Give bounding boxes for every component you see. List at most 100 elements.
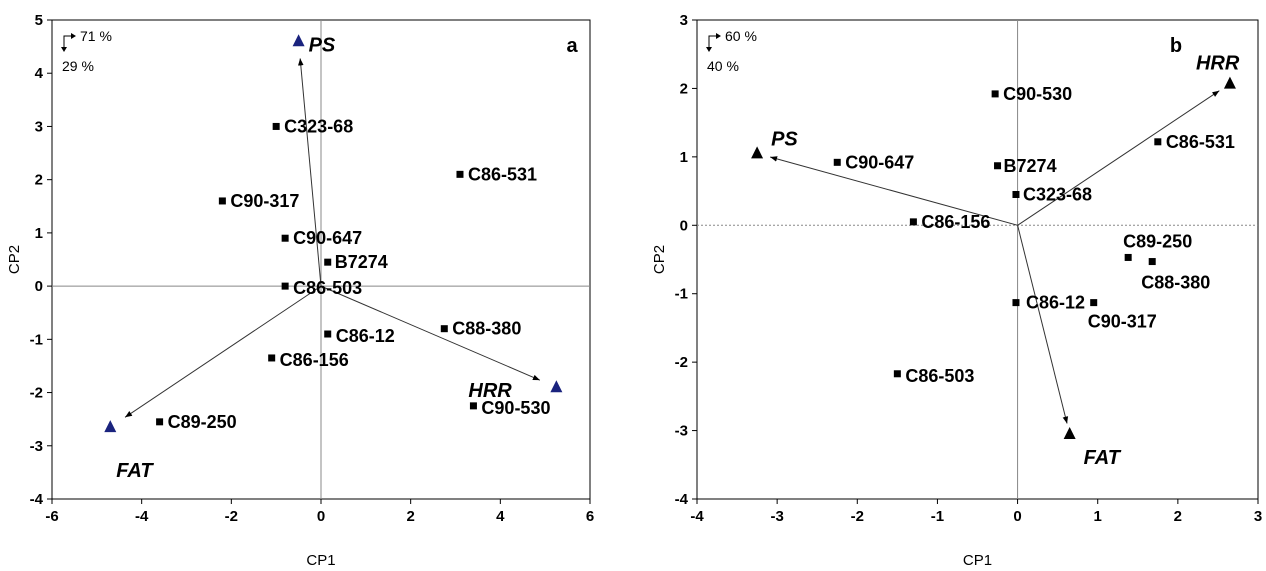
vector-label-ps: PS bbox=[309, 34, 336, 56]
x-tick-label: 3 bbox=[1254, 508, 1262, 525]
x-tick-label: -3 bbox=[770, 508, 783, 525]
data-point-label: C86-503 bbox=[293, 278, 362, 298]
variance-cp1-arrow bbox=[63, 35, 73, 50]
x-tick-label: 6 bbox=[586, 508, 594, 525]
y-tick-label: 0 bbox=[35, 278, 43, 295]
data-point bbox=[909, 218, 917, 226]
variance-cp2-arrowhead bbox=[706, 47, 712, 52]
data-point-label: C90-530 bbox=[1003, 84, 1072, 104]
y-tick-label: 1 bbox=[35, 225, 43, 242]
data-point-label: C90-647 bbox=[845, 152, 914, 172]
vector-label-fat: FAT bbox=[116, 460, 154, 482]
x-tick-label: 2 bbox=[406, 508, 414, 525]
data-point bbox=[991, 90, 999, 98]
plot-frame bbox=[696, 19, 1259, 500]
data-point bbox=[1012, 190, 1020, 198]
data-point-label: C86-503 bbox=[905, 366, 974, 386]
data-point bbox=[1090, 299, 1098, 307]
data-point-label: C86-12 bbox=[1026, 293, 1085, 313]
x-tick-label: 0 bbox=[1013, 508, 1021, 525]
x-tick-label: 0 bbox=[317, 508, 325, 525]
vector-arrow-ps bbox=[298, 58, 322, 287]
data-point-label: C90-317 bbox=[1088, 312, 1157, 332]
data-point-label: C86-12 bbox=[336, 326, 395, 346]
data-point bbox=[1148, 258, 1156, 266]
vector-arrow-ps bbox=[769, 156, 1018, 226]
y-tick-label: -2 bbox=[30, 385, 43, 402]
data-point bbox=[156, 418, 164, 426]
data-point bbox=[281, 234, 289, 242]
vector-arrow-fat bbox=[124, 285, 322, 418]
data-point bbox=[456, 170, 464, 178]
vector-marker-hrr bbox=[550, 380, 563, 393]
y-tick-label: 3 bbox=[680, 12, 688, 29]
data-point-label: C86-531 bbox=[1166, 132, 1235, 152]
data-point-label: C89-250 bbox=[168, 412, 237, 432]
vector-arrow-hrr bbox=[1017, 90, 1220, 226]
x-tick-label: 4 bbox=[496, 508, 505, 525]
vector-marker-hrr bbox=[1223, 76, 1236, 89]
x-tick-label: -6 bbox=[45, 508, 58, 525]
vector-label-ps: PS bbox=[771, 128, 798, 150]
y-axis-title: CP2 bbox=[651, 245, 668, 274]
data-point-label: C90-317 bbox=[230, 191, 299, 211]
data-point-label: C323-68 bbox=[1023, 184, 1092, 204]
x-tick-label: -4 bbox=[135, 508, 149, 525]
y-tick-label: 0 bbox=[680, 217, 688, 234]
data-point-label: C86-531 bbox=[468, 164, 537, 184]
variance-cp1-label: 60 % bbox=[725, 28, 757, 44]
data-point bbox=[281, 282, 289, 290]
x-tick-label: -1 bbox=[931, 508, 944, 525]
vector-arrow-hrr bbox=[320, 285, 541, 381]
vector-marker-fat bbox=[104, 420, 117, 433]
x-tick-label: 1 bbox=[1094, 508, 1102, 525]
data-point bbox=[994, 162, 1002, 170]
y-tick-label: 1 bbox=[680, 149, 688, 166]
data-point bbox=[469, 402, 477, 410]
y-tick-label: 2 bbox=[680, 80, 688, 97]
x-tick-label: -4 bbox=[690, 508, 704, 525]
data-point-label: C88-380 bbox=[1141, 273, 1210, 293]
x-tick-label: -2 bbox=[851, 508, 864, 525]
chart-panel-b: -4 -3 -2 -1 0 1 2 3 -4 -3 -2 -1 0 1 2 3 CP1 CP2 b 60 % 40 % P… bbox=[651, 12, 1262, 569]
panel-letter: a bbox=[566, 35, 578, 57]
vector-marker-ps bbox=[751, 146, 764, 159]
vector-marker-ps bbox=[292, 34, 305, 47]
data-point-label: B7274 bbox=[1004, 156, 1057, 176]
data-point bbox=[1012, 299, 1020, 307]
x-tick-label: -2 bbox=[225, 508, 238, 525]
x-tick-label: 2 bbox=[1174, 508, 1182, 525]
data-point bbox=[893, 370, 901, 378]
data-point bbox=[218, 197, 226, 205]
data-point-label: C90-530 bbox=[481, 398, 550, 418]
y-tick-label: -4 bbox=[675, 491, 689, 508]
data-point-label: C88-380 bbox=[452, 319, 521, 339]
panel-letter: b bbox=[1170, 35, 1182, 57]
data-point bbox=[1154, 138, 1162, 146]
x-axis-title: CP1 bbox=[306, 552, 335, 569]
data-point bbox=[272, 122, 280, 130]
data-point bbox=[268, 354, 276, 362]
data-point bbox=[833, 158, 841, 166]
y-tick-label: 2 bbox=[35, 172, 43, 189]
vector-label-hrr: HRR bbox=[1196, 53, 1240, 75]
data-point bbox=[324, 258, 332, 266]
x-axis-title: CP1 bbox=[963, 552, 992, 569]
data-point-label: C86-156 bbox=[280, 350, 349, 370]
vector-marker-fat bbox=[1063, 426, 1076, 439]
vector-label-hrr: HRR bbox=[468, 380, 512, 402]
vector-arrow-fat bbox=[1017, 225, 1069, 424]
variance-cp2-label: 40 % bbox=[707, 58, 739, 74]
data-point-label: C86-156 bbox=[921, 212, 990, 232]
variance-cp1-arrow bbox=[708, 35, 718, 50]
data-point-label: C323-68 bbox=[284, 116, 353, 136]
y-tick-label: -1 bbox=[30, 331, 43, 348]
variance-cp1-arrowhead bbox=[71, 33, 76, 39]
vector-label-fat: FAT bbox=[1084, 447, 1122, 469]
data-point bbox=[324, 330, 332, 338]
y-tick-label: -2 bbox=[675, 354, 688, 371]
y-tick-label: -1 bbox=[675, 286, 688, 303]
data-point-label: B7274 bbox=[335, 252, 388, 272]
